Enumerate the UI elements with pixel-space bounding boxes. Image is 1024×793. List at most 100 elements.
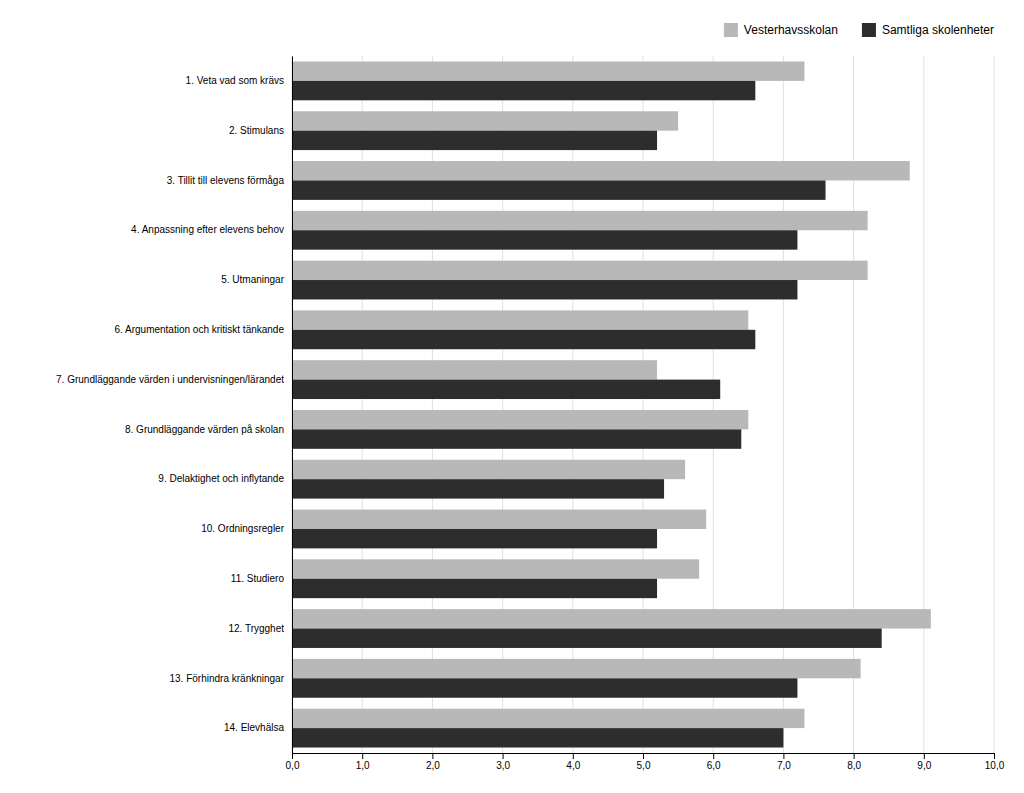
tick-mark bbox=[713, 753, 714, 759]
tick-label: 4,0 bbox=[566, 760, 580, 771]
legend-label: Vesterhavsskolan bbox=[744, 23, 838, 37]
tick: 7. Grundläggande värden i undervisningen… bbox=[56, 374, 292, 385]
tick-label: 8,0 bbox=[847, 760, 861, 771]
bar bbox=[292, 510, 706, 529]
tick-mark bbox=[292, 753, 293, 759]
bar bbox=[292, 709, 804, 728]
grid bbox=[292, 56, 994, 753]
bar bbox=[292, 728, 783, 747]
tick: 3. Tillit till elevens förmåga bbox=[167, 175, 292, 186]
tick-label: 7,0 bbox=[777, 760, 791, 771]
bar bbox=[292, 460, 685, 479]
bar bbox=[292, 629, 882, 648]
tick-label: 9,0 bbox=[917, 760, 931, 771]
tick-label: 4. Anpassning efter elevens behov bbox=[131, 224, 284, 235]
tick-label: 1,0 bbox=[356, 760, 370, 771]
tick: 13. Förhindra kränkningar bbox=[169, 673, 292, 684]
bar bbox=[292, 81, 755, 100]
axis-line bbox=[293, 754, 995, 760]
tick: 6,0 bbox=[707, 753, 721, 771]
legend: Vesterhavsskolan Samtliga skolenheter bbox=[724, 23, 994, 37]
tick-label: 10. Ordningsregler bbox=[201, 523, 284, 534]
tick-mark bbox=[362, 753, 363, 759]
bar bbox=[292, 161, 910, 180]
bar bbox=[292, 61, 804, 80]
tick-label: 1. Veta vad som krävs bbox=[186, 75, 284, 86]
tick: 2,0 bbox=[426, 753, 440, 771]
grid-line bbox=[783, 56, 784, 753]
tick: 8,0 bbox=[847, 753, 861, 771]
tick: 14. Elevhälsa bbox=[224, 722, 292, 733]
grid-line bbox=[923, 56, 924, 753]
category-axis: 1. Veta vad som krävs 2. Stimulans 3. Till… bbox=[56, 57, 292, 754]
tick-label: 3. Tillit till elevens förmåga bbox=[167, 175, 285, 186]
axis-line bbox=[292, 57, 293, 754]
tick-mark bbox=[783, 753, 784, 759]
tick: 8. Grundläggande värden på skolan bbox=[125, 424, 292, 435]
bar bbox=[292, 410, 748, 429]
legend-swatch bbox=[862, 23, 876, 37]
grid-line bbox=[853, 56, 854, 753]
legend-item: Samtliga skolenheter bbox=[862, 23, 994, 37]
tick: 2. Stimulans bbox=[229, 125, 292, 136]
tick: 7,0 bbox=[777, 753, 791, 771]
tick-label: 2,0 bbox=[426, 760, 440, 771]
tick-label: 5. Utmaningar bbox=[221, 274, 284, 285]
legend-item: Vesterhavsskolan bbox=[724, 23, 838, 37]
tick: 10,0 bbox=[985, 753, 1005, 771]
bar bbox=[292, 559, 699, 578]
tick: 3,0 bbox=[496, 753, 510, 771]
tick-label: 14. Elevhälsa bbox=[224, 722, 284, 733]
grid-line bbox=[362, 56, 363, 753]
tick-mark bbox=[503, 753, 504, 759]
bar bbox=[292, 360, 657, 379]
bar bbox=[292, 230, 797, 249]
bar bbox=[292, 429, 741, 448]
bar bbox=[292, 330, 755, 349]
tick-label: 11. Studiero bbox=[231, 573, 285, 584]
tick: 0,0 bbox=[286, 753, 300, 771]
tick-label: 6. Argumentation och kritiskt tänkande bbox=[114, 324, 284, 335]
bar bbox=[292, 261, 868, 280]
tick: 4. Anpassning efter elevens behov bbox=[131, 224, 292, 235]
grid-line bbox=[713, 56, 714, 753]
tick-label: 3,0 bbox=[496, 760, 510, 771]
tick-label: 9. Delaktighet och inflytande bbox=[158, 473, 284, 484]
tick-mark bbox=[924, 753, 925, 759]
tick-mark bbox=[994, 753, 995, 759]
grid-line bbox=[292, 56, 293, 753]
grid-line bbox=[432, 56, 433, 753]
tick-label: 7. Grundläggande värden i undervisningen… bbox=[56, 374, 284, 385]
bar bbox=[292, 609, 931, 628]
tick: 12. Trygghet bbox=[228, 623, 292, 634]
tick-label: 10,0 bbox=[985, 760, 1005, 771]
tick: 9,0 bbox=[917, 753, 931, 771]
bars bbox=[292, 61, 931, 747]
bar bbox=[292, 310, 748, 329]
tick: 1. Veta vad som krävs bbox=[186, 75, 292, 86]
grid-line bbox=[643, 56, 644, 753]
tick-mark bbox=[643, 753, 644, 759]
tick-label: 0,0 bbox=[286, 760, 300, 771]
tick-mark bbox=[432, 753, 433, 759]
tick-label: 5,0 bbox=[637, 760, 651, 771]
tick-mark bbox=[573, 753, 574, 759]
tick: 1,0 bbox=[356, 753, 370, 771]
bar bbox=[292, 211, 868, 230]
legend-swatch bbox=[724, 23, 738, 37]
tick: 6. Argumentation och kritiskt tänkande bbox=[114, 324, 292, 335]
bar bbox=[292, 180, 826, 199]
tick: 5. Utmaningar bbox=[221, 274, 292, 285]
bar bbox=[292, 111, 678, 130]
bar bbox=[292, 678, 797, 697]
tick: 4,0 bbox=[566, 753, 580, 771]
tick-label: 12. Trygghet bbox=[228, 623, 284, 634]
tick: 11. Studiero bbox=[231, 573, 292, 584]
bar bbox=[292, 380, 720, 399]
bar bbox=[292, 131, 657, 150]
bar bbox=[292, 479, 664, 498]
grid-line bbox=[994, 56, 995, 753]
value-axis: 0,0 1,0 2,0 3,0 4,0 5,0 6,0 7,0 8,0 9,0 10,0 bbox=[286, 753, 1005, 771]
bar bbox=[292, 529, 657, 548]
legend-label: Samtliga skolenheter bbox=[882, 23, 994, 37]
